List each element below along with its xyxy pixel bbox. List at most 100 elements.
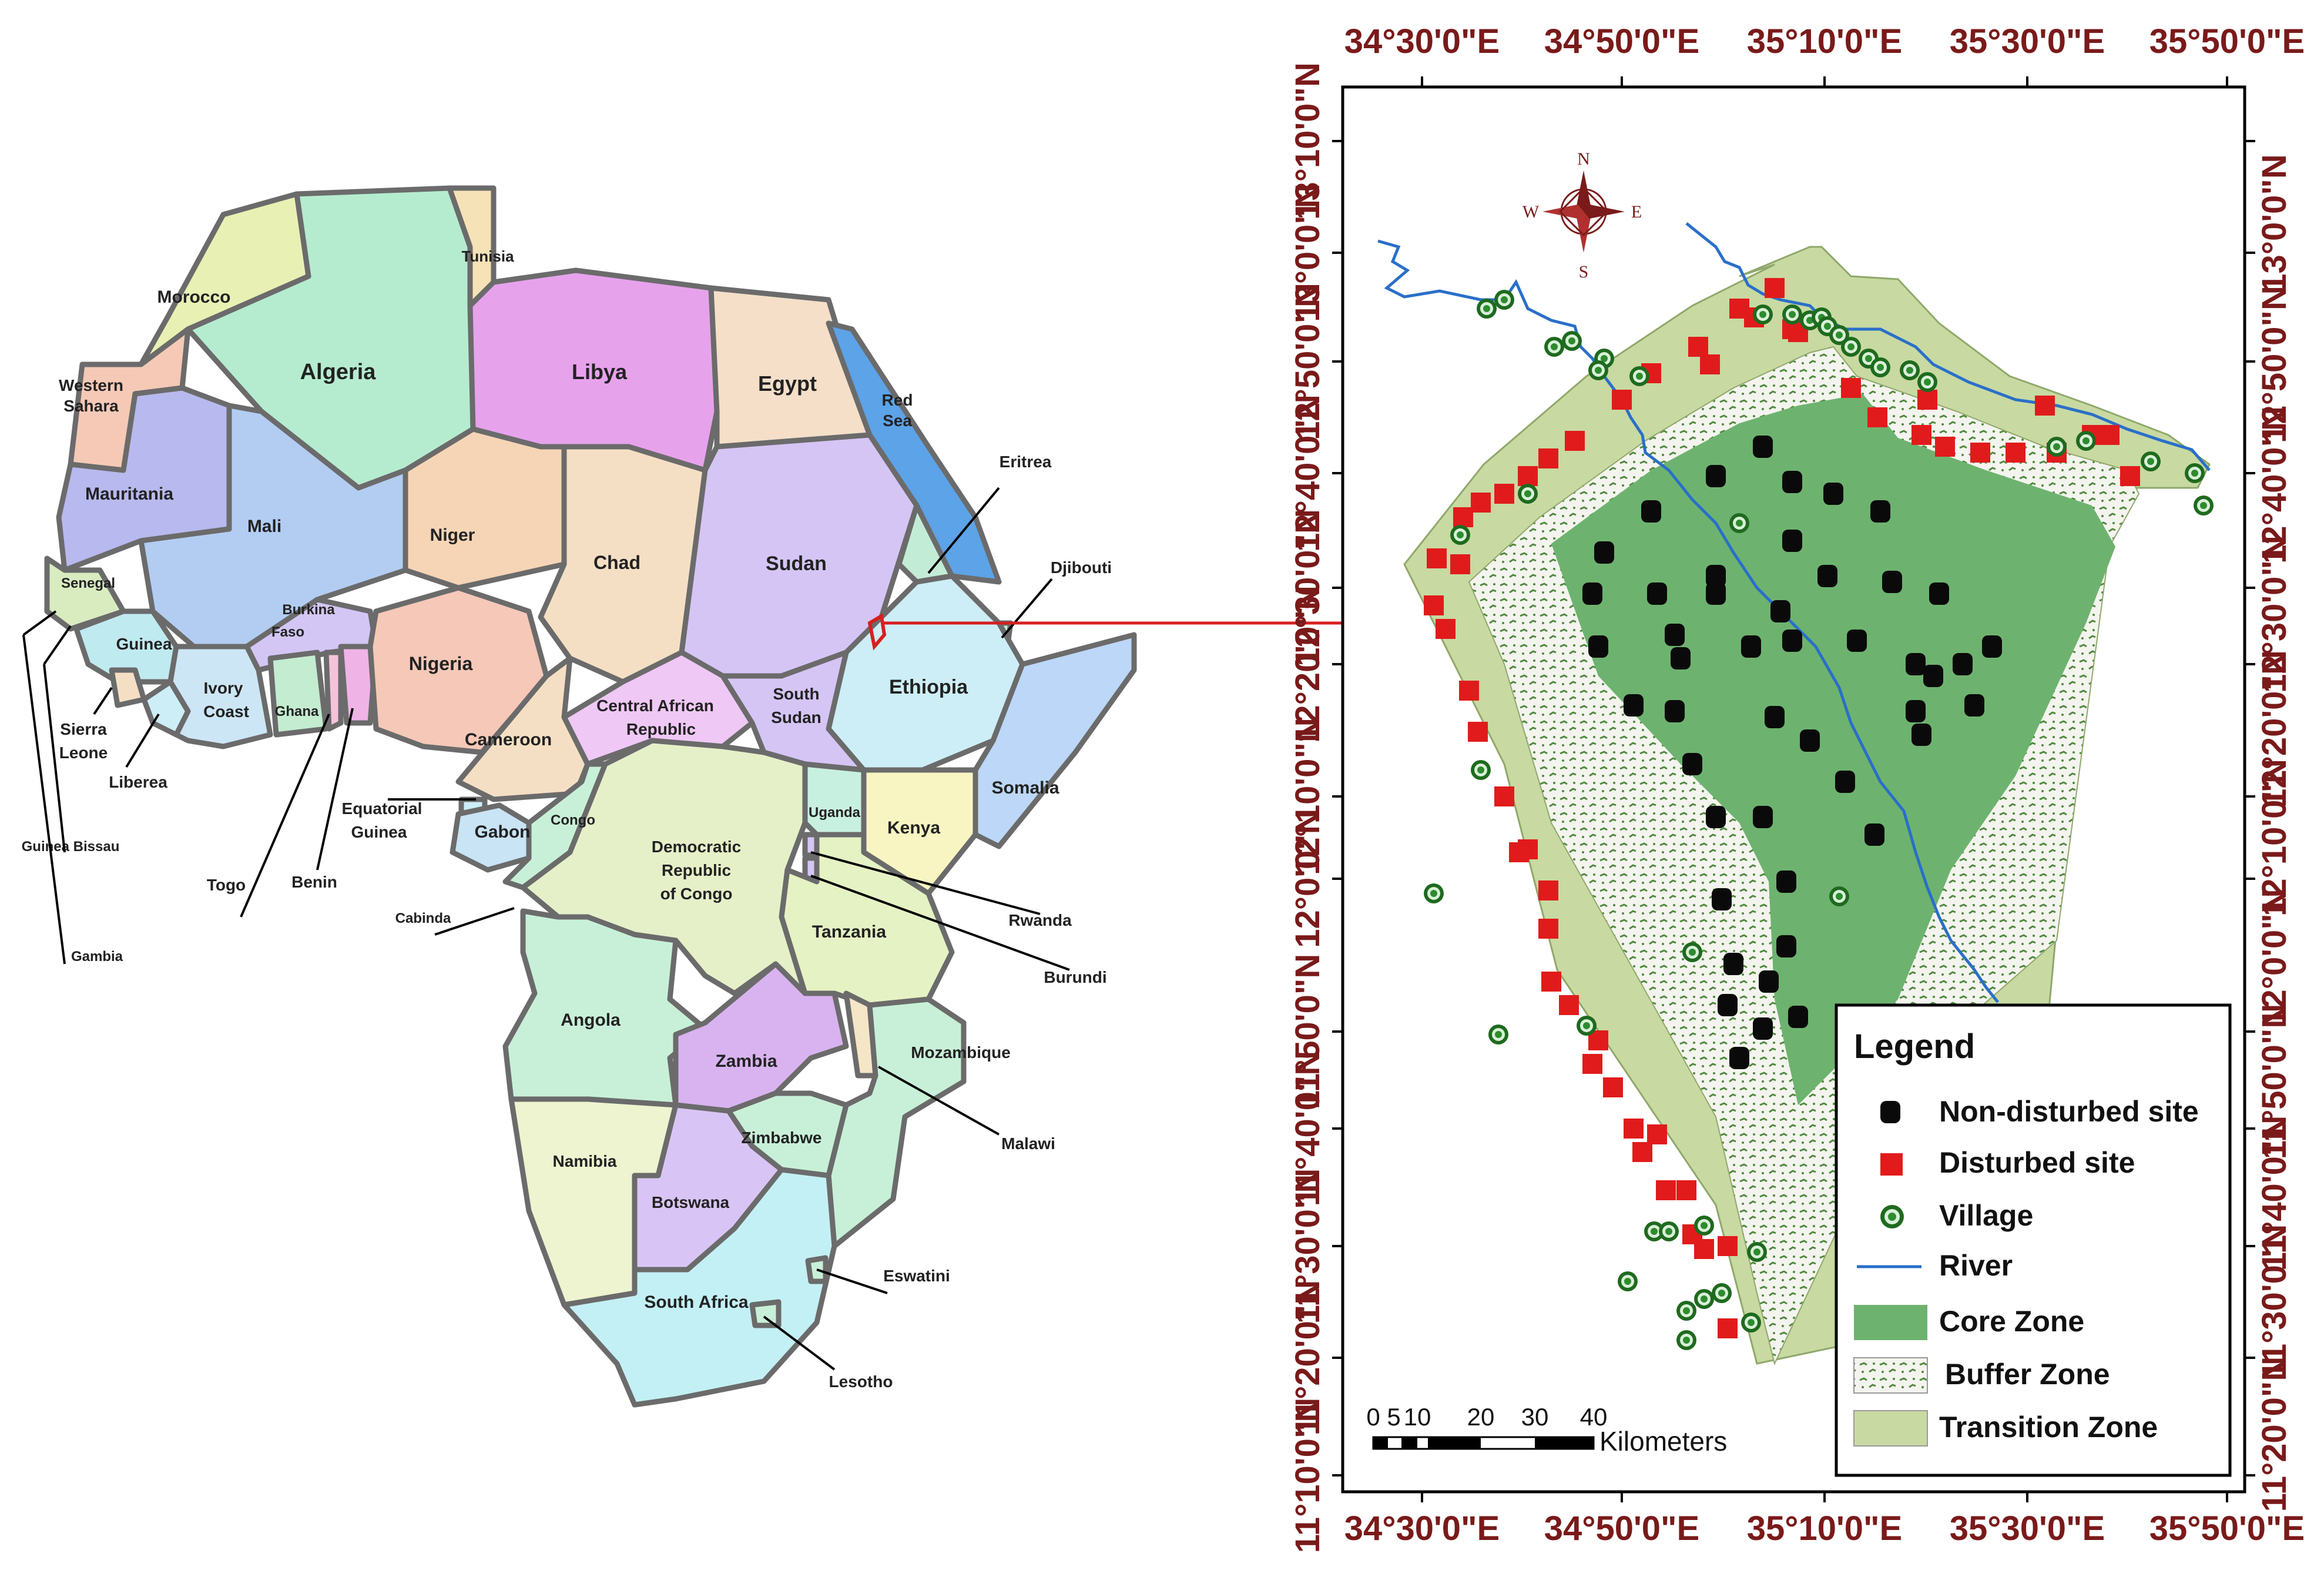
village [1618,1271,1638,1291]
non-disturbed-site [1706,806,1726,828]
africa-map: Morocco Algeria Tunisia Libya Egypt West… [22,185,1428,1408]
village [1753,304,1773,324]
label-car-2: Republic [626,720,696,738]
label-somalia: Somalia [991,778,1059,798]
label-algeria: Algeria [300,360,377,384]
non-disturbed-site [1765,706,1785,728]
label-congo: Congo [551,812,595,828]
label-kenya: Kenya [887,818,940,838]
non-disturbed-site [1770,600,1790,622]
label-eswatini: Eswatini [883,1267,950,1285]
label-rwanda: Rwanda [1008,911,1072,929]
non-disturbed-site [1594,541,1614,564]
village [1694,1216,1714,1236]
lon-top-2: 34°50'0"E [1544,22,1699,61]
village [1870,357,1890,377]
label-drc-1: Democratic [652,838,742,856]
non-disturbed-site [1953,653,1973,675]
disturbed-site [1647,1124,1667,1144]
disturbed-site [1494,786,1514,806]
disturbed-site [1541,972,1561,992]
disturbed-site [1718,1236,1738,1256]
lat-left-6: 12°20'0"N [1289,585,1327,743]
village [2185,463,2205,483]
non-disturbed-site [1753,1017,1773,1040]
non-disturbed-site [1929,582,1949,605]
label-gambia: Gambia [71,949,123,965]
village [1644,1221,1664,1241]
non-disturbed-site [1582,582,1602,605]
village [2076,431,2096,451]
scale-tick-20: 20 [1467,1403,1495,1431]
latitude-labels-right: 13°0'0"N 12°50'0"N 12°40'0"N 12°30'0"N 1… [2255,154,2293,1512]
non-disturbed-site [1800,729,1820,752]
village [1588,360,1608,380]
village [1841,337,1861,357]
non-disturbed-site [1776,870,1796,893]
compass-s: S [1579,262,1589,282]
village [1782,304,1802,324]
label-chad: Chad [593,552,640,573]
disturbed-site [1538,448,1558,468]
non-disturbed-site [1817,565,1837,587]
lat-left-11: 11°30'0"N [1289,1169,1327,1324]
non-disturbed-site [1759,970,1779,993]
scale-tick-40: 40 [1580,1403,1608,1431]
village [1629,366,1649,386]
lat-right-11: 11°20'0"N [2255,1357,2293,1512]
label-red-sea-2: Sea [883,411,912,430]
scale-tick-30: 30 [1521,1403,1549,1431]
label-benin: Benin [291,873,337,891]
lat-right-4: 12°30'0"N [2255,535,2293,693]
label-eritrea: Eritrea [1000,453,1052,471]
river [1377,222,2211,1003]
label-niger: Niger [430,525,475,545]
label-burkina-2: Faso [271,624,304,640]
label-lesotho: Lesotho [829,1372,893,1391]
non-disturbed-site [1906,653,1926,675]
lat-left-10: 11°40'0"N [1289,1051,1327,1206]
country-niger [403,426,567,591]
non-disturbed-site [1911,724,1931,746]
scale-tick-10: 10 [1404,1403,1431,1431]
non-disturbed-site [1723,953,1743,975]
village [2194,495,2214,515]
label-guinea-bissau: Guinea Bissau [22,839,120,855]
non-disturbed-site [1712,888,1732,910]
label-drc-2: Republic [662,861,731,879]
label-cabinda: Cabinda [395,910,451,926]
legend-title: Legend [1854,1027,1975,1066]
label-south-sudan-2: Sudan [771,708,821,726]
lon-top-1: 34°30'0"E [1344,22,1500,61]
disturbed-site [1700,354,1720,374]
country-sierra-leone [109,667,147,708]
scale-tick-5: 5 [1387,1403,1400,1431]
label-sierra-2: Leone [59,744,108,762]
country-togo [323,649,344,732]
study-area-map: 34°30'0"E 34°50'0"E 35°10'0"E 35°30'0"E … [1289,22,2305,1553]
label-red-sea-1: Red [882,391,913,409]
non-disturbed-site [1870,500,1890,523]
lat-right-7: 12°0'0"N [2255,889,2293,1027]
disturbed-site [1424,595,1444,615]
label-uganda: Uganda [809,805,861,821]
country-somalia [972,632,1137,849]
legend-village-symbol [1880,1205,1904,1228]
disturbed-site [1718,1318,1738,1338]
legend-buffer: Buffer Zone [1945,1358,2110,1391]
village [1424,883,1444,903]
non-disturbed-site [1647,582,1667,605]
disturbed-site [2120,466,2140,486]
lon-bottom-4: 35°30'0"E [1950,1509,2105,1548]
label-eq-guinea-1: Equatorial [342,799,422,818]
non-disturbed-site [1906,700,1926,722]
disturbed-site [1911,425,1931,445]
lat-left-5: 12°30'0"N [1289,509,1327,667]
core-zone [1551,394,2115,1105]
disturbed-site [1427,548,1447,568]
non-disturbed-site [1882,571,1902,593]
disturbed-site [1676,1180,1696,1200]
non-disturbed-site [1718,994,1738,1016]
longitude-labels-bottom: 34°30'0"E 34°50'0"E 35°10'0"E 35°30'0"E … [1344,1509,2305,1548]
